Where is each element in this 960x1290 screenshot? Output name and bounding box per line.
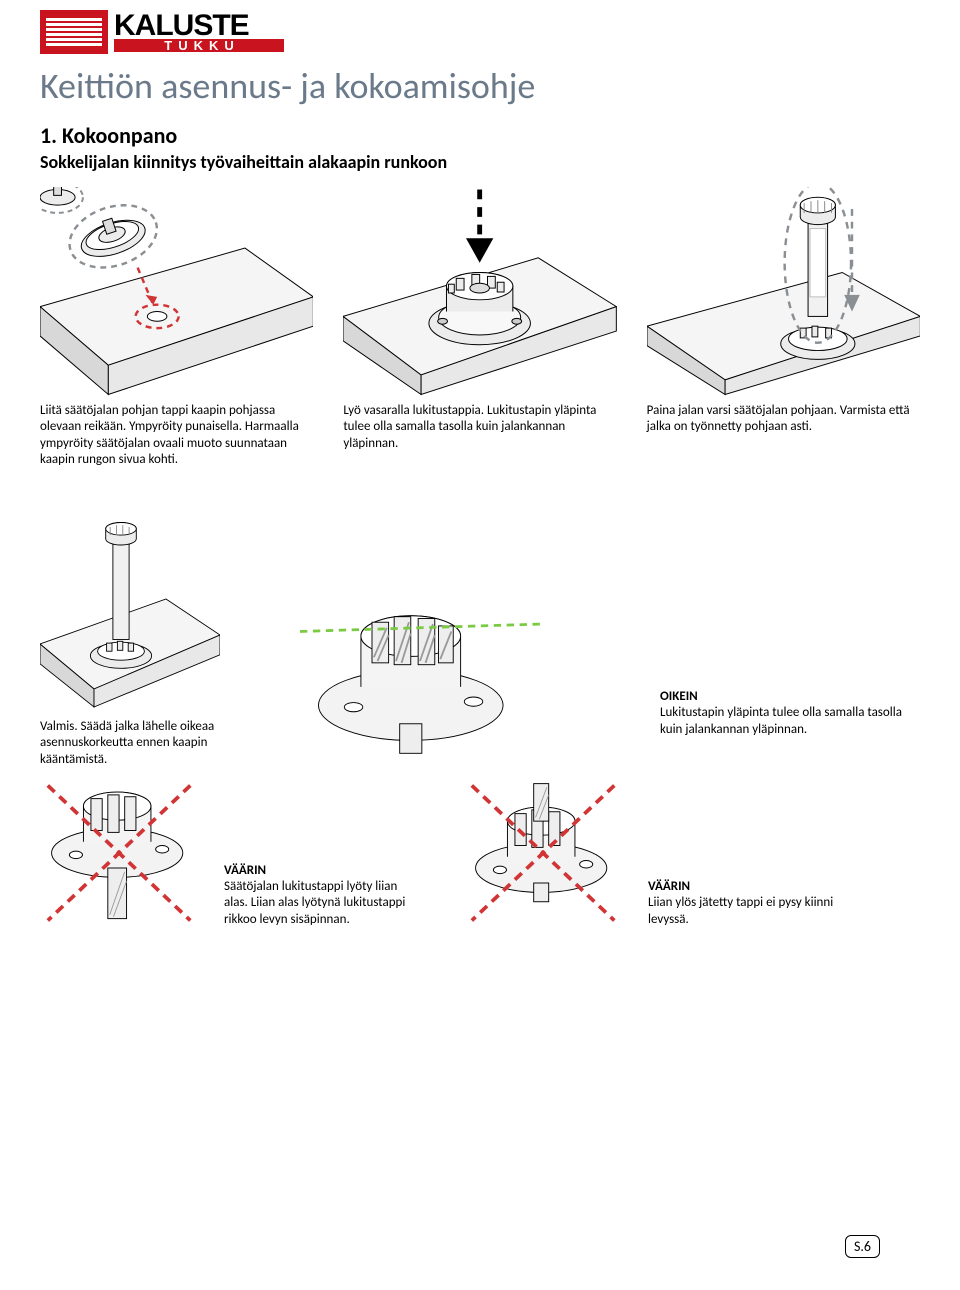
step-done: Valmis. Säädä jalka lähelle oikeaa asenn… — [40, 508, 260, 768]
wrong-1: VÄÄRIN Säätöjalan lukitustappi lyöty lii… — [40, 778, 424, 928]
step-2: Lyö vasaralla lukitustappia. Lukitustapi… — [343, 187, 616, 468]
steps-row-1: Liitä säätöjalan pohjan tappi kaapin poh… — [40, 187, 920, 468]
step-correct-diagram — [300, 578, 540, 768]
brand-logo: KALUSTE TUKKU — [40, 10, 920, 54]
section-number-title: 1. Kokoonpano — [40, 122, 920, 149]
step-1-diagram — [40, 187, 313, 397]
step-done-diagram — [40, 508, 220, 708]
wrong-2: VÄÄRIN Liian ylös jätetty tappi ei pysy … — [464, 778, 848, 928]
step-1: Liitä säätöjalan pohjan tappi kaapin poh… — [40, 187, 313, 468]
wrong-row: VÄÄRIN Säätöjalan lukitustappi lyöty lii… — [40, 778, 920, 928]
wrong-2-diagram — [464, 778, 624, 928]
step-3: Paina jalan varsi säätöjalan pohjaan. Va… — [647, 187, 920, 468]
step-correct-text: OIKEIN Lukitustapin yläpinta tulee olla … — [660, 683, 920, 768]
logo-mark-icon — [40, 10, 108, 54]
wrong-2-label: VÄÄRIN — [648, 879, 690, 894]
section-subheading: Sokkelijalan kiinnitys työvaiheittain al… — [40, 151, 920, 173]
wrong-1-caption: Säätöjalan lukitustappi lyöty liian alas… — [224, 879, 405, 927]
step-correct — [300, 578, 620, 768]
step-1-caption: Liitä säätöjalan pohjan tappi kaapin poh… — [40, 403, 313, 468]
correct-caption: Lukitustapin yläpinta tulee olla samalla… — [660, 705, 902, 736]
wrong-2-caption: Liian ylös jätetty tappi ei pysy kiinni … — [648, 895, 833, 926]
wrong-1-label: VÄÄRIN — [224, 863, 266, 878]
step-2-caption: Lyö vasaralla lukitustappia. Lukitustapi… — [343, 403, 616, 452]
correct-label: OIKEIN — [660, 689, 698, 704]
step-3-diagram — [647, 187, 920, 397]
page-title: Keittiön asennus- ja kokoamisohje — [40, 64, 920, 108]
logo-text: KALUSTE TUKKU — [114, 12, 284, 52]
steps-row-2: Valmis. Säädä jalka lähelle oikeaa asenn… — [40, 508, 920, 768]
step-2-diagram — [343, 187, 616, 397]
step-done-caption: Valmis. Säädä jalka lähelle oikeaa asenn… — [40, 719, 260, 768]
page-number: S.6 — [845, 1235, 880, 1258]
logo-brand: KALUSTE — [114, 12, 284, 39]
step-3-caption: Paina jalan varsi säätöjalan pohjaan. Va… — [647, 403, 920, 436]
wrong-1-diagram — [40, 778, 200, 928]
logo-subbrand: TUKKU — [114, 39, 284, 52]
